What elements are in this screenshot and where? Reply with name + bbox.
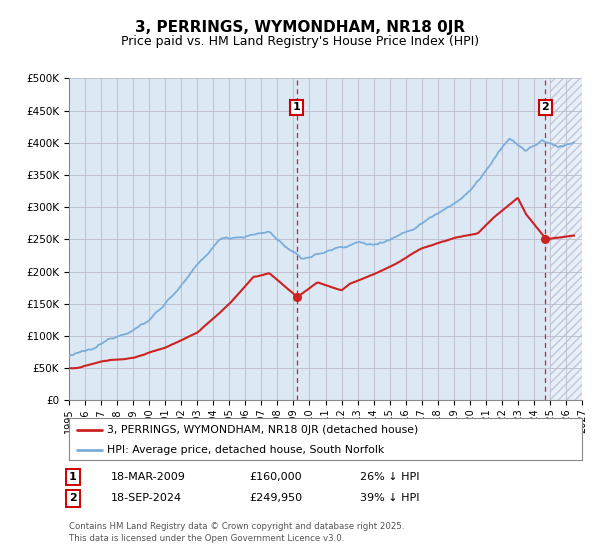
Bar (550, 78, 582, 400)
Text: HPI: Average price, detached house, South Norfolk: HPI: Average price, detached house, Sout… (107, 445, 385, 455)
Text: 3, PERRINGS, WYMONDHAM, NR18 0JR (detached house): 3, PERRINGS, WYMONDHAM, NR18 0JR (detach… (107, 425, 419, 435)
Text: 26% ↓ HPI: 26% ↓ HPI (360, 472, 419, 482)
Bar (550, 78, 582, 400)
Text: 3, PERRINGS, WYMONDHAM, NR18 0JR: 3, PERRINGS, WYMONDHAM, NR18 0JR (135, 20, 465, 35)
Text: £160,000: £160,000 (249, 472, 302, 482)
Text: Contains HM Land Registry data © Crown copyright and database right 2025.
This d: Contains HM Land Registry data © Crown c… (69, 522, 404, 543)
Text: 1: 1 (69, 472, 77, 482)
Text: £249,950: £249,950 (249, 493, 302, 503)
Text: 2: 2 (542, 102, 550, 113)
Text: 39% ↓ HPI: 39% ↓ HPI (360, 493, 419, 503)
Text: 18-MAR-2009: 18-MAR-2009 (111, 472, 186, 482)
Text: 2: 2 (69, 493, 77, 503)
Text: 18-SEP-2024: 18-SEP-2024 (111, 493, 182, 503)
Text: 1: 1 (293, 102, 301, 113)
Text: Price paid vs. HM Land Registry's House Price Index (HPI): Price paid vs. HM Land Registry's House … (121, 35, 479, 48)
